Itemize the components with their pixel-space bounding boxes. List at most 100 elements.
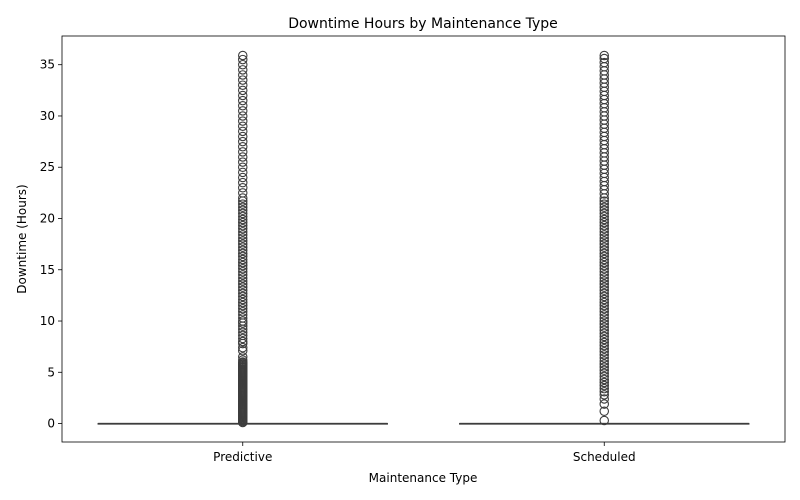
outlier-point xyxy=(238,106,248,116)
outlier-point xyxy=(599,297,609,308)
outlier-point xyxy=(238,242,248,252)
outlier-point xyxy=(599,273,609,283)
chart-title: Downtime Hours by Maintenance Type xyxy=(288,16,558,32)
outlier-point xyxy=(599,337,609,348)
outlier-point xyxy=(599,205,609,216)
outlier-point xyxy=(599,368,609,379)
y-tick-label: 35 xyxy=(40,58,55,72)
box-predictive xyxy=(97,50,388,428)
outlier-point xyxy=(599,415,609,426)
outlier-point xyxy=(238,227,248,237)
outlier-point xyxy=(599,377,609,388)
outlier-point xyxy=(238,273,248,283)
outlier-point xyxy=(238,59,248,70)
outlier-point xyxy=(599,279,609,289)
outlier-point xyxy=(238,136,248,147)
outlier-point xyxy=(599,356,609,366)
outlier-point xyxy=(599,371,609,382)
outlier-point xyxy=(238,291,248,302)
outlier-point xyxy=(599,313,609,323)
outlier-point xyxy=(238,279,248,289)
outlier-point xyxy=(599,208,609,219)
outlier-point xyxy=(599,328,609,339)
outlier-point xyxy=(599,254,609,265)
outlier-point xyxy=(599,220,609,231)
outlier-point xyxy=(238,193,248,203)
outlier-point xyxy=(238,54,248,65)
outlier-point xyxy=(238,248,248,259)
box-scheduled xyxy=(459,50,750,426)
outlier-point xyxy=(238,100,248,111)
outlier-point xyxy=(599,300,609,311)
outlier-point xyxy=(599,343,609,354)
outlier-point xyxy=(238,182,248,193)
outlier-point xyxy=(599,57,609,68)
outlier-point xyxy=(238,141,248,152)
y-tick-label: 25 xyxy=(40,160,55,174)
y-axis-label: Downtime (Hours) xyxy=(15,184,29,293)
y-tick-label: 20 xyxy=(40,211,55,225)
outlier-point xyxy=(238,300,248,311)
outlier-point xyxy=(238,342,248,353)
y-axis: 0 5 10 15 20 25 30 35 xyxy=(40,58,62,431)
outlier-point xyxy=(238,276,248,286)
outlier-point xyxy=(599,251,609,262)
outlier-point xyxy=(599,233,609,243)
outlier-point xyxy=(599,227,609,237)
outlier-point xyxy=(599,294,609,305)
outlier-point xyxy=(238,355,248,365)
outlier-point xyxy=(238,188,248,198)
outlier-point xyxy=(599,239,609,249)
outlier-point xyxy=(599,316,609,326)
outlier-point xyxy=(599,307,609,317)
outlier-point xyxy=(238,307,248,317)
outlier-point xyxy=(238,330,248,341)
outlier-point xyxy=(599,245,609,256)
outlier-point xyxy=(238,288,248,299)
outlier-point xyxy=(238,152,248,162)
y-tick-label: 10 xyxy=(40,314,55,328)
outlier-point xyxy=(238,211,248,222)
outlier-point xyxy=(238,236,248,246)
outlier-point xyxy=(238,126,248,137)
outlier-point xyxy=(238,167,248,178)
x-tick-label: Predictive xyxy=(213,450,272,464)
outlier-point xyxy=(238,267,248,277)
outlier-point xyxy=(238,50,248,61)
outlier-point xyxy=(238,251,248,262)
outlier-point xyxy=(599,267,609,277)
outlier-point xyxy=(599,390,609,400)
outlier-point xyxy=(238,310,248,320)
outlier-point xyxy=(599,380,609,391)
outlier-point xyxy=(238,260,248,271)
outlier-point xyxy=(599,347,609,357)
outlier-point xyxy=(599,394,609,404)
outlier-point xyxy=(238,239,248,249)
outlier-point xyxy=(238,131,248,142)
outlier-point xyxy=(238,270,248,280)
outlier-point xyxy=(599,257,609,268)
outlier-point xyxy=(599,350,609,360)
outlier-point xyxy=(599,211,609,222)
outlier-point xyxy=(599,260,609,271)
outlier-point xyxy=(599,359,609,369)
outlier-point xyxy=(238,217,248,228)
outlier-point xyxy=(238,245,248,256)
outlier-point xyxy=(238,346,248,356)
outlier-point xyxy=(599,230,609,240)
x-tick-label: Scheduled xyxy=(573,450,636,464)
outlier-point xyxy=(599,223,609,234)
outlier-point xyxy=(238,230,248,240)
outlier-point xyxy=(238,223,248,234)
plot-area-frame xyxy=(61,35,786,443)
outlier-point xyxy=(238,285,248,296)
outlier-point xyxy=(238,75,248,85)
outlier-point xyxy=(599,291,609,302)
outlier-point xyxy=(599,236,609,246)
outlier-point xyxy=(238,303,248,314)
outlier-point xyxy=(599,53,609,64)
y-tick-label: 5 xyxy=(47,365,55,379)
outlier-point xyxy=(238,111,248,121)
outlier-point xyxy=(238,214,248,225)
outlier-point xyxy=(238,297,248,308)
